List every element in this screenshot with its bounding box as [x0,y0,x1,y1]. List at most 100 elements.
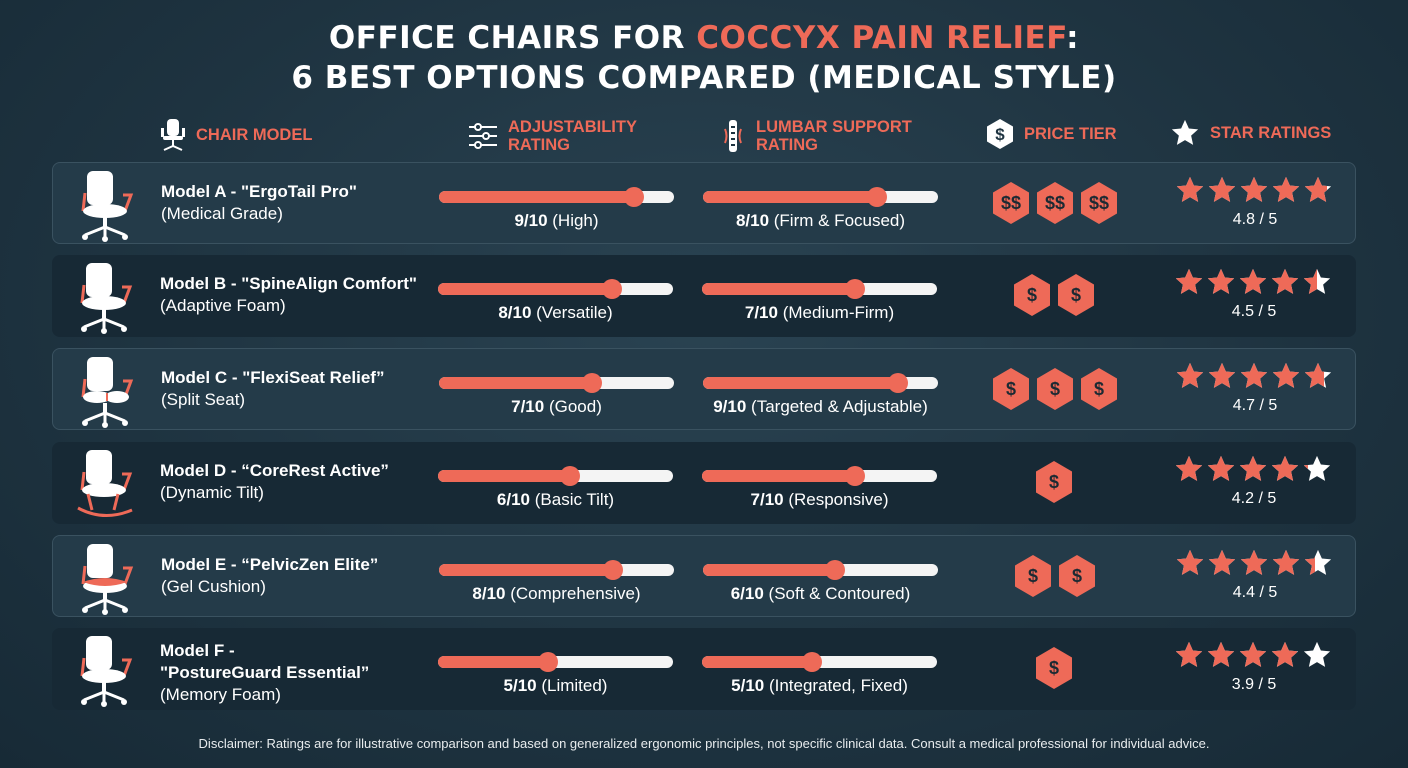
office-chair-icon [75,167,137,248]
rocking-chair-icon [74,446,136,527]
spine-icon [724,120,742,152]
price-symbol: $ [1027,565,1038,586]
adjustability-label: 7/10 (Good) [439,397,674,417]
star-icon [1304,549,1332,575]
dollar-hex-icon: $ [1056,273,1096,317]
lumbar-bar [702,652,937,672]
lumbar-bar-knob [844,466,865,486]
price-symbol: $ [1049,378,1060,399]
star-icon [1240,176,1268,202]
star-icon [1207,455,1235,481]
model-title-line2: "PostureGuard Essential” [160,663,370,682]
lumbar-bar-knob [844,279,865,299]
price-symbol: $ [1093,378,1104,399]
lumbar-desc: (Responsive) [783,490,889,509]
model-title: Model F - [160,641,235,660]
adjustability-score: 8/10 [472,584,506,603]
star-icon [1271,641,1299,667]
price-symbol: $ [1048,657,1059,678]
title-line2: 6 BEST OPTIONS COMPARED (MEDICAL STYLE) [291,60,1117,96]
model-title: Model D - “CoreRest Active” [160,461,389,480]
adjustability-label: 6/10 (Basic Tilt) [438,490,673,510]
adjustability-score: 7/10 [511,397,545,416]
model-title: Model A - "ErgoTail Pro" [161,182,357,201]
dollar-hex-icon: $ [1013,554,1053,598]
header-adjustability: ADJUSTABILITY RATING [468,118,637,154]
adjustability-label: 5/10 (Limited) [438,676,673,696]
header-label: LUMBAR SUPPORT [756,118,912,136]
dollar-hex-icon: $ [1034,460,1074,504]
star-icon [1171,119,1199,145]
rating-value: 4.7 / 5 [1232,397,1278,414]
star-rating [1174,454,1332,484]
dollar-hex-icon: $ [1012,273,1052,317]
lumbar-bar-knob [824,560,845,580]
table-row: Model D - “CoreRest Active” (Dynamic Tilt… [52,442,1356,524]
adjustability-bar [438,652,673,672]
dollar-hex-icon: $$ [1035,181,1075,225]
adjustability-desc: (High) [547,211,599,230]
adjustability-score: 5/10 [503,676,537,695]
adjustability-bar-knob [538,652,559,672]
lumbar-bar [703,187,938,207]
sliders-icon [469,123,497,149]
title-suffix: : [1066,20,1080,56]
model-subtitle: (Memory Foam) [160,685,281,704]
header-label: PRICE TIER [1024,125,1117,143]
lumbar-bar [702,466,937,486]
price-tier: $$ $$ $$ [973,181,1137,225]
lumbar-score: 7/10 [744,303,778,322]
dollar-hex-icon: $ [1057,554,1097,598]
adjustability-desc: (Comprehensive) [505,584,641,603]
star-icon [1239,641,1267,667]
lumbar-label: 6/10 (Soft & Contoured) [703,584,938,604]
dollar-hex-icon: $ [1035,367,1075,411]
header-label: RATING [756,136,819,154]
lumbar-bar-fill [702,283,855,295]
lumbar-bar-knob [802,652,823,672]
price-symbol: $$ [1088,192,1110,213]
lumbar-bar [703,373,938,393]
price-symbol: $$ [1000,192,1022,213]
adjustability-bar-fill [439,191,635,203]
adjustability-bar [438,466,673,486]
adjustability-bar-fill [439,377,592,389]
price-tier: $ $ [973,554,1137,598]
chair-model-name: Model B - "SpineAlign Comfort" (Adaptive … [160,273,417,317]
star-icon [1207,268,1235,294]
price-symbol: $ [1070,284,1081,305]
adjustability-label: 8/10 (Versatile) [438,303,673,323]
adjustability-desc: (Basic Tilt) [530,490,615,509]
star-icon [1207,641,1235,667]
dollar-hex-icon: $ [1079,367,1119,411]
table-row: Model E - “PelvicZen Elite” (Gel Cushion)… [52,535,1356,617]
adjustability-score: 6/10 [496,490,531,509]
rating-value: 4.4 / 5 [1232,584,1278,601]
rating-value: 3.9 / 5 [1231,676,1277,693]
dollar-hex-icon: $ [991,367,1031,411]
header-chair-model: CHAIR MODEL [160,118,312,152]
header-price: $ PRICE TIER [986,118,1117,150]
title-accent: COCCYX PAIN RELIEF [696,20,1067,56]
adjustability-bar-knob [601,279,622,299]
star-icon [1239,268,1267,294]
star-icon [1303,268,1331,294]
lumbar-desc: (Integrated, Fixed) [764,676,908,695]
lumbar-score: 8/10 [735,211,770,230]
rating-value: 4.2 / 5 [1231,490,1277,507]
star-rating [1175,548,1333,578]
header-label: CHAIR MODEL [196,126,313,144]
rating-value: 4.5 / 5 [1231,303,1277,320]
adjustability-bar [439,187,674,207]
lumbar-bar-fill [703,191,877,203]
adjustability-bar-knob [602,560,623,580]
price-tier: $ $ [972,273,1136,317]
star-icon [1175,641,1203,667]
svg-text:$: $ [995,125,1005,144]
star-icon [1208,176,1236,202]
chair-model-name: Model C - "FlexiSeat Relief” (Split Seat) [161,367,384,411]
star-icon [1304,362,1332,388]
model-subtitle: (Adaptive Foam) [160,296,286,315]
price-tier: $ [972,460,1136,504]
price-symbol: $ [1005,378,1016,399]
